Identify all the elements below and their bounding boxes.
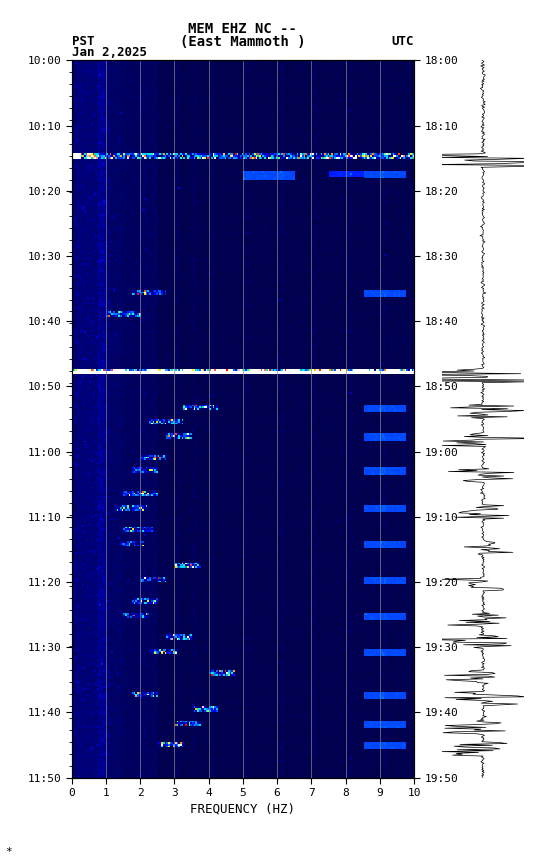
Text: Jan 2,2025: Jan 2,2025 [72, 46, 147, 59]
Text: (East Mammoth ): (East Mammoth ) [180, 35, 306, 48]
Text: MEM EHZ NC --: MEM EHZ NC -- [188, 22, 298, 35]
Text: PST: PST [72, 35, 94, 48]
Text: UTC: UTC [391, 35, 414, 48]
Text: *: * [6, 848, 12, 857]
X-axis label: FREQUENCY (HZ): FREQUENCY (HZ) [190, 802, 295, 815]
